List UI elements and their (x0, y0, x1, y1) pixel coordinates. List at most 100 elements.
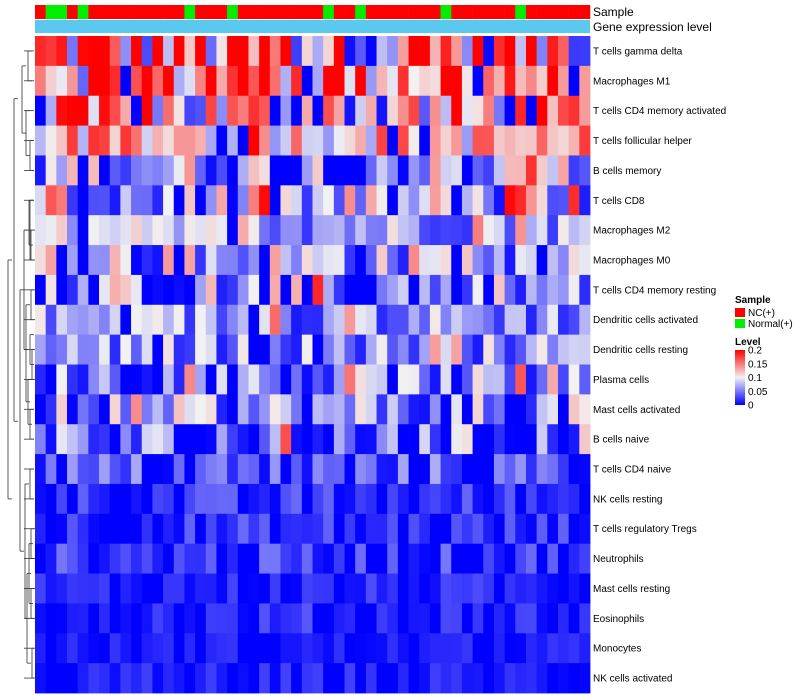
heatmap-cell (408, 36, 420, 67)
sample-annotation-cell (109, 5, 121, 19)
heatmap-cell (387, 663, 399, 694)
heatmap-cell (131, 483, 143, 515)
heatmap-cell (557, 215, 570, 246)
heatmap-cell (493, 483, 506, 515)
heatmap-cell (56, 65, 68, 97)
heatmap-cell (365, 274, 377, 306)
heatmap-cell (515, 424, 527, 455)
heatmap-cell (376, 245, 388, 276)
heatmap-cell (333, 185, 345, 216)
heatmap-cell (451, 185, 463, 216)
heatmap-cell (483, 633, 495, 664)
heatmap-cell (440, 125, 452, 156)
heatmap-cell (259, 394, 271, 425)
heatmap-cell (408, 573, 420, 604)
heatmap-cell (408, 424, 420, 455)
heatmap-cell (515, 304, 527, 336)
heatmap-cell (163, 573, 175, 604)
heatmap-cell (344, 334, 356, 365)
heatmap-cell (152, 274, 164, 306)
heatmap-cell (333, 573, 345, 604)
heatmap-cell (216, 663, 228, 694)
heatmap-cell (355, 65, 367, 97)
heatmap-cell (536, 215, 548, 246)
heatmap-cell (291, 155, 303, 186)
heatmap-cell (440, 36, 452, 67)
heatmap-cell (408, 394, 420, 425)
heatmap-cell (45, 185, 57, 216)
heatmap-cell (323, 304, 335, 336)
heatmap-cell (152, 334, 164, 365)
heatmap-cell (397, 155, 409, 186)
heatmap-cell (152, 454, 164, 485)
heatmap-cell (397, 513, 409, 545)
heatmap-cell (387, 513, 399, 545)
heatmap-cell (440, 394, 452, 425)
heatmap-cell (333, 633, 345, 664)
heatmap-cell (483, 95, 495, 126)
heatmap-cell (67, 155, 79, 186)
heatmap-cell (408, 543, 420, 574)
heatmap-cell (333, 65, 345, 97)
heatmap-cell (109, 394, 121, 425)
heatmap-cell (333, 125, 345, 156)
heatmap-cell (344, 663, 356, 694)
heatmap-cell (152, 543, 164, 574)
heatmap-cell (323, 454, 335, 485)
heatmap-cell (88, 603, 100, 634)
heatmap-cell (227, 513, 239, 545)
row-label: Eosinophils (593, 614, 644, 625)
heatmap-cell (429, 185, 441, 216)
heatmap-cell (568, 155, 580, 186)
heatmap-cell (131, 394, 143, 425)
heatmap-cell (461, 245, 473, 276)
heatmap-cell (312, 215, 324, 246)
heatmap-cell (77, 543, 89, 574)
heatmap-cell (397, 633, 409, 664)
heatmap-cell (205, 36, 217, 67)
heatmap-cell (152, 603, 164, 634)
heatmap-cell (45, 663, 57, 694)
heatmap-cell (547, 274, 559, 306)
heatmap-cell (141, 424, 153, 455)
heatmap-cell (109, 65, 121, 97)
heatmap-cell (515, 543, 527, 574)
heatmap-cell (184, 573, 196, 604)
heatmap-cell (77, 573, 89, 604)
heatmap-cell (131, 663, 143, 694)
heatmap-cell (227, 155, 239, 186)
heatmap-cell (557, 155, 570, 186)
heatmap-cell (56, 95, 68, 126)
heatmap-cell (216, 364, 228, 395)
heatmap-cell (205, 424, 217, 455)
heatmap-cell (504, 543, 516, 574)
heatmap-cell (173, 185, 185, 216)
heatmap-cell (515, 663, 527, 694)
heatmap-cell (333, 483, 345, 515)
heatmap-cell (227, 334, 239, 365)
heatmap-cell (504, 483, 516, 515)
heatmap-cell (237, 125, 249, 156)
heatmap-cell (141, 155, 153, 186)
heatmap-cell (99, 633, 111, 664)
heatmap-cell (504, 603, 516, 634)
heatmap-cell (451, 543, 463, 574)
heatmap-cell (461, 65, 473, 97)
heatmap-cell (227, 185, 239, 216)
heatmap-cell (397, 215, 409, 246)
heatmap-cell (429, 95, 441, 126)
heatmap-cell (205, 65, 217, 97)
heatmap-cell (504, 274, 516, 306)
heatmap-cell (248, 304, 260, 336)
heatmap-cell (312, 394, 324, 425)
heatmap-cell (291, 603, 303, 634)
heatmap-cell (131, 215, 143, 246)
row-label: Mast cells resting (593, 584, 670, 595)
heatmap-cell (205, 364, 217, 395)
heatmap-cell (419, 155, 431, 186)
heatmap-cell (312, 334, 324, 365)
heatmap-cell (88, 513, 100, 545)
heatmap-cell (579, 513, 591, 545)
heatmap-cell (173, 334, 185, 365)
heatmap-cell (301, 36, 313, 67)
